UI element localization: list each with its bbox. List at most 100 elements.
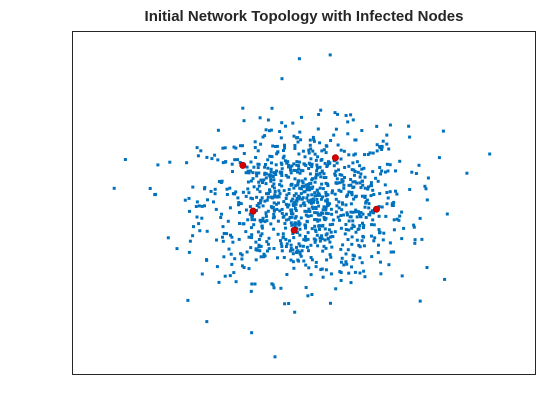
network-node [273, 193, 277, 197]
network-node [347, 153, 351, 157]
network-node [309, 273, 313, 277]
network-node [275, 169, 278, 173]
network-node [331, 235, 335, 239]
network-node [258, 249, 262, 253]
network-node [363, 175, 367, 179]
network-node [312, 139, 316, 143]
network-node [314, 176, 318, 180]
network-node [373, 236, 377, 240]
network-node [420, 237, 424, 241]
network-node [335, 177, 339, 181]
network-node [289, 199, 293, 203]
network-node [250, 226, 253, 230]
network-node [325, 258, 329, 262]
network-node [270, 282, 274, 286]
network-node [324, 205, 328, 209]
network-node [328, 253, 332, 257]
network-node [250, 282, 254, 286]
network-node [296, 180, 300, 184]
network-node [230, 162, 234, 166]
network-node [323, 161, 327, 165]
network-node [249, 289, 253, 293]
network-node [326, 212, 330, 216]
network-node [195, 146, 199, 150]
network-node [293, 310, 297, 314]
network-node [380, 145, 384, 149]
network-node [342, 149, 346, 153]
network-node [257, 243, 261, 247]
network-node [318, 186, 322, 190]
network-node [313, 194, 317, 198]
network-node [272, 227, 276, 231]
network-node [294, 192, 298, 196]
network-node [296, 222, 300, 226]
network-node [232, 145, 236, 149]
network-node [282, 256, 286, 259]
network-node [263, 220, 267, 224]
network-node [270, 155, 274, 159]
network-node [284, 124, 287, 128]
network-node [299, 168, 303, 172]
network-node [148, 187, 152, 190]
network-node [377, 243, 380, 247]
network-node [332, 133, 336, 137]
network-node [307, 249, 310, 253]
network-node [351, 161, 355, 165]
network-node [288, 249, 292, 253]
network-node [376, 251, 380, 255]
network-node [156, 163, 160, 167]
network-node [293, 203, 297, 207]
network-node [293, 201, 296, 205]
network-node [256, 187, 260, 191]
network-node [251, 171, 255, 175]
network-node [318, 224, 322, 228]
infected-node [290, 226, 298, 234]
network-node [262, 252, 266, 256]
network-node [238, 222, 241, 225]
network-node [347, 183, 351, 187]
network-node [337, 181, 341, 185]
network-node [318, 227, 321, 231]
network-node [299, 138, 303, 142]
network-node [270, 106, 274, 110]
network-node [195, 215, 199, 219]
network-node [279, 239, 282, 243]
network-node [293, 144, 297, 147]
network-node [241, 144, 244, 148]
network-node [198, 229, 202, 233]
network-node [310, 165, 314, 169]
network-node [282, 214, 286, 218]
network-node [349, 178, 353, 181]
network-node [242, 152, 246, 155]
infected-layer [239, 154, 380, 234]
network-node [307, 209, 311, 213]
network-node [425, 266, 429, 269]
network-node [280, 77, 284, 81]
network-node [300, 184, 304, 188]
network-node [237, 203, 240, 207]
network-node [339, 148, 343, 152]
network-node [340, 173, 344, 177]
network-node [362, 244, 366, 248]
network-node [313, 211, 317, 215]
network-node [252, 185, 256, 189]
network-node [339, 271, 343, 274]
network-node [361, 183, 365, 187]
network-node [291, 197, 295, 201]
network-node [153, 193, 157, 197]
network-node [310, 227, 314, 231]
network-node [296, 170, 299, 174]
network-node [225, 193, 229, 196]
network-node [397, 218, 401, 222]
network-node [344, 228, 348, 231]
network-node [267, 247, 271, 251]
network-node [259, 199, 263, 203]
network-node [278, 209, 282, 213]
network-node [261, 181, 264, 184]
network-node [336, 143, 340, 147]
network-node [304, 238, 308, 241]
network-node [346, 120, 350, 124]
network-node [319, 175, 323, 179]
network-node [314, 172, 318, 176]
network-node [343, 166, 347, 169]
